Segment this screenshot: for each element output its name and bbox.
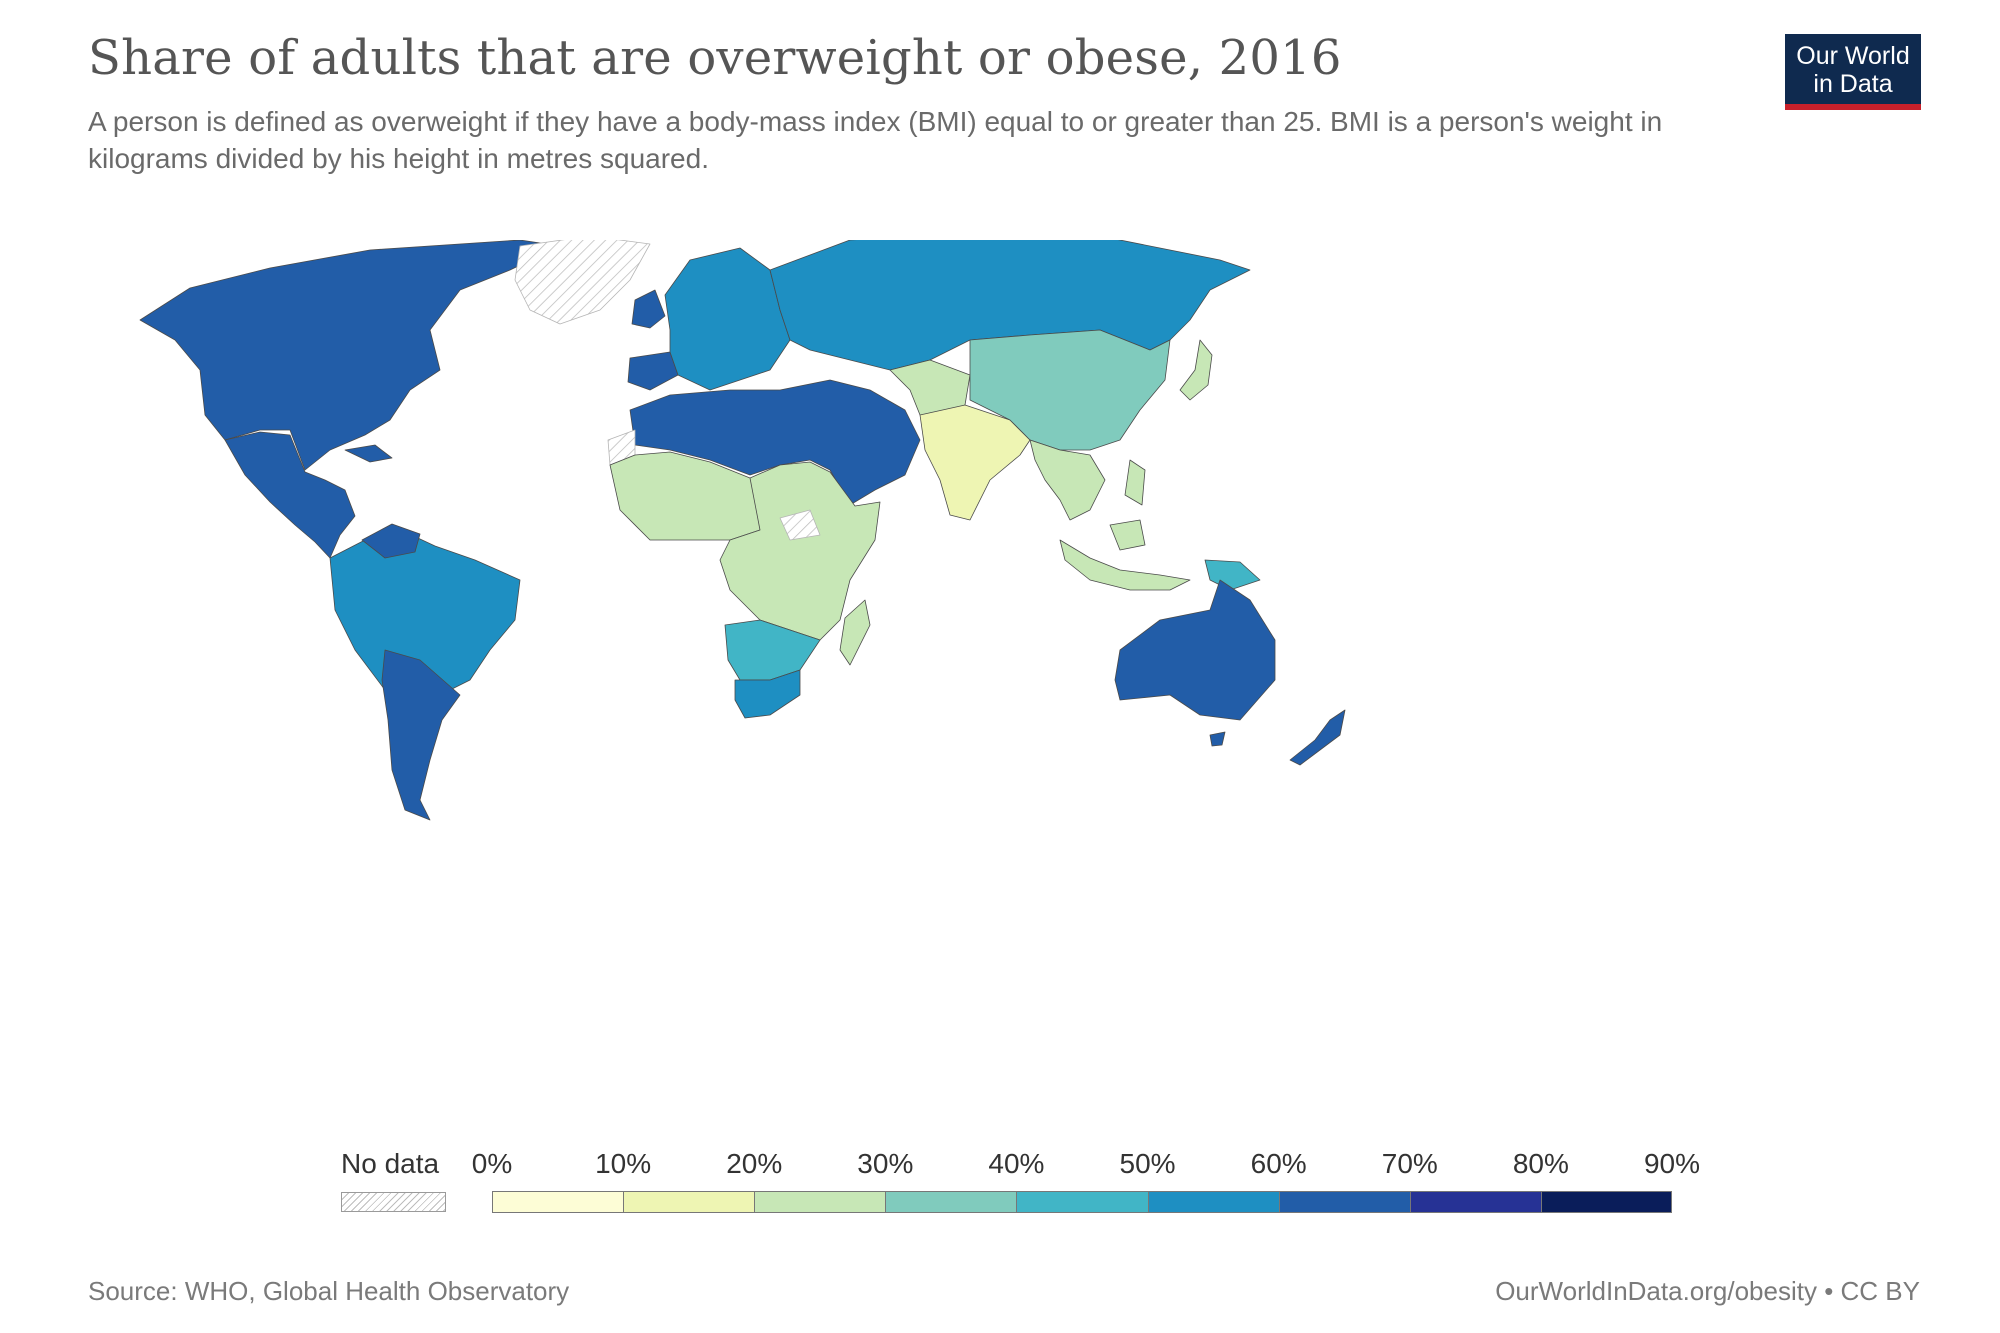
world-map[interactable]: [130, 240, 1850, 1040]
region-greenland[interactable]: [514, 240, 651, 325]
region-europe[interactable]: [664, 247, 791, 391]
region-indonesia[interactable]: [1059, 539, 1191, 591]
chart-subtitle: A person is defined as overweight if the…: [88, 106, 1663, 174]
region-mexico-central-america[interactable]: [224, 431, 356, 559]
footer-link[interactable]: OurWorldInData.org/obesity • CC BY: [1495, 1276, 1920, 1306]
legend-bin-0[interactable]: [492, 1191, 624, 1213]
region-australia[interactable]: [1114, 579, 1276, 721]
region-uk-ireland[interactable]: [631, 289, 666, 329]
logo-line-1: Our World: [1796, 42, 1910, 70]
legend-bin-1[interactable]: [623, 1191, 755, 1213]
legend-tick-5: 50%: [1119, 1148, 1176, 1179]
region-south-sudan[interactable]: [779, 509, 821, 541]
region-southern-cone[interactable]: [381, 649, 461, 821]
legend-tick-4: 40%: [988, 1148, 1045, 1179]
region-iberia[interactable]: [627, 351, 679, 391]
region-australia[interactable]: [1209, 731, 1226, 747]
chart-title: Share of adults that are overweight or o…: [88, 30, 1342, 86]
region-venezuela[interactable]: [361, 523, 421, 559]
legend-tick-7: 70%: [1381, 1148, 1438, 1179]
region-mexico-central-america[interactable]: [344, 444, 393, 463]
region-china-mongolia[interactable]: [969, 329, 1171, 451]
region-new-zealand[interactable]: [1289, 709, 1346, 766]
legend-tick-2: 20%: [726, 1148, 783, 1179]
no-data-swatch[interactable]: [341, 1192, 446, 1212]
no-data-label: No data: [341, 1148, 440, 1179]
legend-bin-2[interactable]: [754, 1191, 886, 1213]
region-indonesia[interactable]: [1109, 519, 1146, 551]
legend-bin-3[interactable]: [885, 1191, 1017, 1213]
region-central-east-africa[interactable]: [719, 461, 881, 641]
legend-bin-6[interactable]: [1278, 1191, 1410, 1213]
legend-tick-1: 10%: [595, 1148, 652, 1179]
region-papua-new-guinea[interactable]: [1204, 559, 1261, 591]
source-note: Source: WHO, Global Health Observatory: [88, 1276, 570, 1306]
legend-tick-3: 30%: [857, 1148, 914, 1179]
region-southeast-asia[interactable]: [1124, 459, 1146, 506]
legend-tick-9: 90%: [1643, 1148, 1701, 1179]
owid-logo[interactable]: Our World in Data: [1785, 34, 1921, 110]
region-south-africa[interactable]: [734, 669, 801, 719]
legend-bin-5[interactable]: [1147, 1191, 1279, 1213]
legend-bin-8[interactable]: [1540, 1191, 1672, 1213]
legend-bin-4[interactable]: [1016, 1191, 1148, 1213]
legend-bin-7[interactable]: [1409, 1191, 1541, 1213]
region-southeast-asia[interactable]: [1029, 439, 1106, 521]
legend-tick-6: 60%: [1250, 1148, 1307, 1179]
legend-tick-8: 80%: [1512, 1148, 1569, 1179]
legend-tick-0: 0%: [471, 1148, 513, 1179]
logo-line-2: in Data: [1813, 70, 1893, 98]
region-south-asia[interactable]: [919, 404, 1031, 521]
region-north-africa-middle-east[interactable]: [629, 379, 921, 506]
region-north-america[interactable]: [139, 240, 561, 471]
region-madagascar[interactable]: [839, 599, 871, 666]
region-japan[interactable]: [1179, 339, 1213, 401]
